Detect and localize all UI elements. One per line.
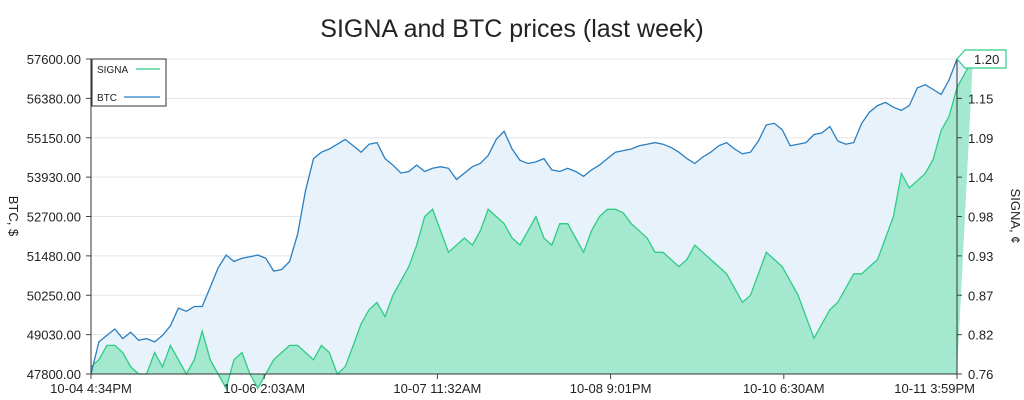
right-axis-title: SIGNA, ¢ [1008, 189, 1023, 244]
right-tick-label: 0.93 [968, 249, 993, 264]
legend-box [91, 58, 167, 107]
chart-title: SIGNA and BTC prices (last week) [320, 15, 703, 43]
right-tick-label: 0.76 [968, 367, 993, 382]
x-tick-label: 10-10 6:30AM [743, 381, 825, 396]
right-tick-label: 0.82 [968, 328, 993, 343]
legend: SIGNA BTC [91, 58, 167, 107]
left-axis-title: BTC, $ [6, 196, 21, 237]
left-tick-label: 55150.00 [27, 131, 81, 146]
legend-label: BTC [97, 93, 117, 104]
current-value-badge [956, 49, 1007, 69]
left-tick-label: 51480.00 [27, 249, 81, 264]
left-tick-label: 50250.00 [27, 288, 81, 303]
current-value-text: 1.20 [974, 52, 999, 67]
signa-line [90, 58, 974, 390]
left-tick-label: 57600.00 [27, 52, 81, 67]
signa-area [91, 59, 973, 389]
x-tick-label: 10-06 2:03AM [223, 381, 305, 396]
left-tick-label: 47800.00 [27, 367, 81, 382]
right-tick-label: 0.98 [968, 210, 993, 225]
x-tick-label: 10-07 11:32AM [393, 381, 481, 396]
left-tick-label: 56380.00 [27, 91, 81, 106]
btc-line [90, 58, 958, 375]
legend-label: SIGNA [97, 65, 128, 76]
right-tick-label: 1.15 [968, 91, 993, 106]
right-tick-label: 0.87 [968, 288, 993, 303]
axes: 57600.00 56380.00 1.15 55150.00 1.09 53930.00… [6, 49, 1023, 396]
x-tick-label: 10-11 3:59PM [894, 381, 975, 396]
x-tick-label: 10-08 9:01PM [570, 381, 652, 396]
series-layer [90, 58, 974, 390]
right-tick-label: 1.09 [968, 131, 993, 146]
x-tick-label: 10-04 4:34PM [50, 381, 132, 396]
right-tick-label: 1.04 [968, 170, 993, 185]
left-tick-label: 53930.00 [27, 170, 81, 185]
left-tick-label: 52700.00 [27, 210, 81, 225]
left-tick-label: 49030.00 [27, 328, 81, 343]
